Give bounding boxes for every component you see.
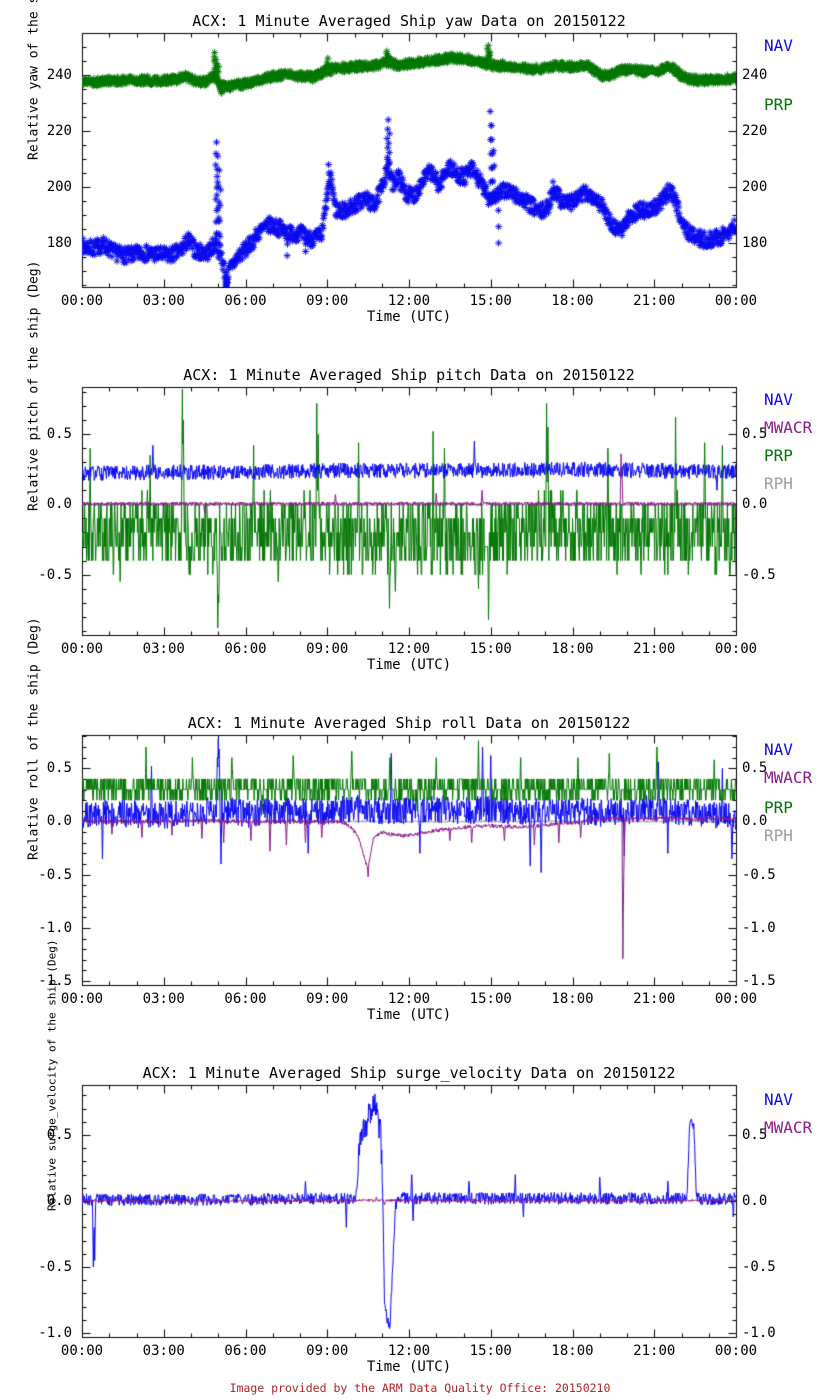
- x-tick-label: 00:00: [60, 293, 104, 309]
- x-tick-label: 06:00: [224, 991, 267, 1007]
- legend-mwacr: MWACR: [764, 418, 813, 437]
- pitch-chart: ACX: 1 Minute Averaged Ship pitch Data o…: [0, 261, 840, 690]
- legend-rph: RPH: [764, 826, 793, 845]
- pitch-chart-canvas: [0, 340, 840, 690]
- roll-chart-canvas: [0, 690, 840, 1040]
- x-tick-label: 15:00: [469, 293, 512, 309]
- y-tick-label-right: -0.5: [742, 1259, 776, 1276]
- y-tick-label-right: -0.5: [742, 566, 776, 583]
- y-tick-label-right: 0.5: [742, 1127, 768, 1144]
- x-axis-label: Time (UTC): [366, 1359, 452, 1375]
- surge-velocity-chart: ACX: 1 Minute Averaged Ship surge_veloci…: [0, 939, 840, 1385]
- x-tick-label: 12:00: [387, 991, 431, 1007]
- y-tick-label-left: -0.5: [38, 866, 72, 883]
- x-tick-label: 06:00: [224, 293, 267, 309]
- x-tick-label: 03:00: [142, 641, 185, 657]
- legend-prp: PRP: [764, 95, 793, 114]
- x-axis-label: Time (UTC): [366, 1007, 452, 1023]
- x-tick-label: 00:00: [714, 1343, 758, 1359]
- x-tick-label: 09:00: [306, 991, 349, 1007]
- x-tick-label: 18:00: [551, 293, 594, 309]
- x-tick-label: 12:00: [387, 641, 431, 657]
- chart-title: ACX: 1 Minute Averaged Ship pitch Data o…: [183, 366, 635, 384]
- legend-prp: PRP: [764, 798, 793, 817]
- x-tick-label: 18:00: [551, 1343, 594, 1359]
- roll-chart: ACX: 1 Minute Averaged Ship roll Data on…: [0, 617, 840, 1040]
- y-tick-label-right: 0.0: [742, 1193, 768, 1210]
- y-tick-label-right: -0.5: [742, 866, 776, 883]
- x-tick-label: 09:00: [306, 641, 349, 657]
- x-tick-label: 18:00: [551, 991, 594, 1007]
- x-tick-label: 15:00: [469, 641, 512, 657]
- x-tick-label: 21:00: [633, 1343, 676, 1359]
- x-tick-label: 03:00: [142, 991, 185, 1007]
- y-tick-label-right: 180: [742, 235, 768, 252]
- x-tick-label: 18:00: [551, 641, 594, 657]
- y-tick-label-right: 0.5: [742, 426, 768, 443]
- x-tick-label: 21:00: [633, 991, 676, 1007]
- x-tick-label: 00:00: [714, 991, 758, 1007]
- yaw-chart-canvas: [0, 0, 840, 340]
- x-tick-label: 00:00: [714, 641, 758, 657]
- x-tick-label: 03:00: [142, 293, 185, 309]
- legend-nav: NAV: [764, 740, 793, 759]
- y-tick-label-left: 0.5: [46, 760, 72, 777]
- x-axis-label: Time (UTC): [366, 657, 452, 673]
- y-tick-label-right: 0.0: [742, 496, 768, 513]
- y-tick-label-left: -1.5: [38, 973, 72, 990]
- x-tick-label: 00:00: [60, 641, 104, 657]
- x-tick-label: 15:00: [469, 991, 512, 1007]
- x-tick-label: 00:00: [60, 1343, 104, 1359]
- caption: Image provided by the ARM Data Quality O…: [229, 1381, 611, 1395]
- y-tick-label-right: -1.5: [742, 973, 776, 990]
- y-tick-label-right: -1.0: [742, 919, 776, 936]
- y-tick-label-left: -1.0: [38, 1325, 72, 1342]
- x-tick-label: 03:00: [142, 1343, 185, 1359]
- y-tick-label-left: 0.0: [46, 813, 72, 830]
- legend-prp: PRP: [764, 446, 793, 465]
- y-tick-label-left: 220: [46, 123, 72, 139]
- x-axis-label: Time (UTC): [366, 309, 452, 325]
- x-tick-label: 21:00: [633, 293, 676, 309]
- y-tick-label-left: 0.5: [46, 1127, 72, 1144]
- legend-mwacr: MWACR: [764, 768, 813, 787]
- chart-title: ACX: 1 Minute Averaged Ship yaw Data on …: [192, 12, 626, 30]
- x-tick-label: 00:00: [714, 293, 758, 309]
- y-tick-label-left: 180: [46, 235, 72, 252]
- yaw-chart: ACX: 1 Minute Averaged Ship yaw Data on …: [0, 0, 840, 340]
- y-tick-label-right: 200: [742, 179, 768, 196]
- x-tick-label: 06:00: [224, 1343, 267, 1359]
- y-tick-label-left: -0.5: [38, 566, 72, 583]
- surge-velocity-chart-canvas: [0, 1040, 840, 1385]
- legend-nav: NAV: [764, 390, 793, 409]
- y-tick-label-right: 240: [742, 67, 768, 83]
- x-tick-label: 12:00: [387, 1343, 431, 1359]
- x-tick-label: 00:00: [60, 991, 104, 1007]
- legend-nav: NAV: [764, 1090, 793, 1109]
- y-tick-label-right: -1.0: [742, 1325, 776, 1342]
- y-tick-label-right: 0.5: [742, 760, 768, 777]
- x-tick-label: 06:00: [224, 641, 267, 657]
- y-tick-label-left: 0.0: [46, 1193, 72, 1210]
- chart-title: ACX: 1 Minute Averaged Ship surge_veloci…: [142, 1064, 676, 1082]
- y-tick-label-left: -0.5: [38, 1259, 72, 1276]
- x-tick-label: 12:00: [387, 293, 431, 309]
- y-tick-label-left: 0.5: [46, 426, 72, 443]
- x-tick-label: 21:00: [633, 641, 676, 657]
- x-tick-label: 09:00: [306, 293, 349, 309]
- y-tick-label-left: 0.0: [46, 496, 72, 513]
- y-tick-label-right: 220: [742, 123, 768, 139]
- y-tick-label-left: -1.0: [38, 919, 72, 936]
- y-tick-label-left: 240: [46, 67, 72, 83]
- x-tick-label: 09:00: [306, 1343, 349, 1359]
- y-tick-label-left: 200: [46, 179, 72, 196]
- x-tick-label: 15:00: [469, 1343, 512, 1359]
- legend-nav: NAV: [764, 36, 793, 55]
- legend-mwacr: MWACR: [764, 1118, 813, 1137]
- chart-title: ACX: 1 Minute Averaged Ship roll Data on…: [187, 714, 631, 732]
- y-tick-label-right: 0.0: [742, 813, 768, 830]
- legend-rph: RPH: [764, 474, 793, 493]
